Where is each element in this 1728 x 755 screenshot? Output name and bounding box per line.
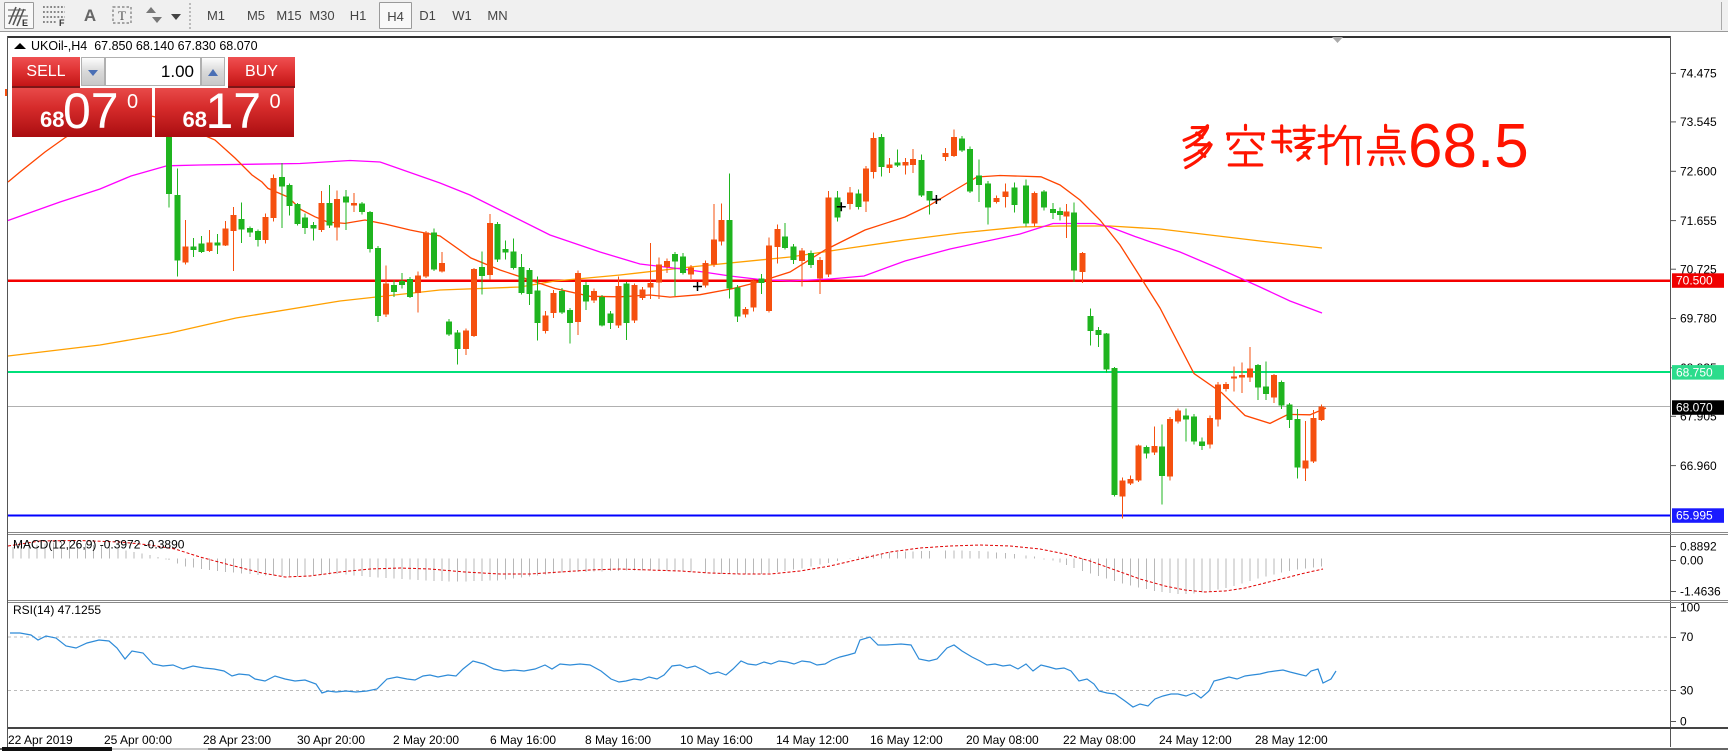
svg-text:-1.4636: -1.4636 xyxy=(1680,585,1721,599)
svg-text:68.750: 68.750 xyxy=(1676,366,1713,380)
svg-text:14 May 12:00: 14 May 12:00 xyxy=(776,733,849,747)
svg-text:25 Apr 00:00: 25 Apr 00:00 xyxy=(104,733,172,747)
svg-text:71.655: 71.655 xyxy=(1680,214,1717,228)
svg-text:T: T xyxy=(118,8,126,23)
svg-text:RSI(14) 47.1255: RSI(14) 47.1255 xyxy=(13,603,101,617)
svg-text:66.960: 66.960 xyxy=(1680,459,1717,473)
svg-text:UKOil-,H4 67.850 68.140 67.83: UKOil-,H4 67.850 68.140 67.830 68.070 xyxy=(31,39,258,53)
svg-text:8 May 16:00: 8 May 16:00 xyxy=(585,733,651,747)
svg-text:28 May 12:00: 28 May 12:00 xyxy=(1255,733,1328,747)
svg-text:22 Apr 2019: 22 Apr 2019 xyxy=(8,733,73,747)
svg-text:MACD(12,26,9) -0.3972 -0.3890: MACD(12,26,9) -0.3972 -0.3890 xyxy=(13,538,185,552)
svg-text:65.995: 65.995 xyxy=(1676,509,1713,523)
svg-text:74.475: 74.475 xyxy=(1680,67,1717,81)
svg-text:68.5: 68.5 xyxy=(1408,112,1529,181)
svg-text:6 May 16:00: 6 May 16:00 xyxy=(490,733,556,747)
svg-text:0.8892: 0.8892 xyxy=(1680,540,1717,554)
svg-text:72.600: 72.600 xyxy=(1680,165,1717,179)
svg-text:70.725: 70.725 xyxy=(1680,262,1717,276)
svg-text:100: 100 xyxy=(1680,601,1700,615)
svg-text:F: F xyxy=(59,18,65,27)
svg-text:2 May 20:00: 2 May 20:00 xyxy=(393,733,459,747)
svg-text:69.780: 69.780 xyxy=(1680,312,1717,326)
svg-text:16 May 12:00: 16 May 12:00 xyxy=(870,733,943,747)
svg-text:E: E xyxy=(22,18,28,28)
svg-text:0: 0 xyxy=(1680,715,1687,729)
svg-text:73.545: 73.545 xyxy=(1680,115,1717,129)
svg-text:70: 70 xyxy=(1680,630,1694,644)
svg-text:28 Apr 23:00: 28 Apr 23:00 xyxy=(203,733,271,747)
svg-text:0.00: 0.00 xyxy=(1680,554,1704,568)
svg-text:30 Apr 20:00: 30 Apr 20:00 xyxy=(297,733,365,747)
svg-text:30: 30 xyxy=(1680,684,1694,698)
svg-text:68.070: 68.070 xyxy=(1676,401,1713,415)
svg-text:70.500: 70.500 xyxy=(1676,274,1713,288)
svg-text:22 May 08:00: 22 May 08:00 xyxy=(1063,733,1136,747)
svg-text:10 May 16:00: 10 May 16:00 xyxy=(680,733,753,747)
svg-text:24 May 12:00: 24 May 12:00 xyxy=(1159,733,1232,747)
svg-text:20 May 08:00: 20 May 08:00 xyxy=(966,733,1039,747)
